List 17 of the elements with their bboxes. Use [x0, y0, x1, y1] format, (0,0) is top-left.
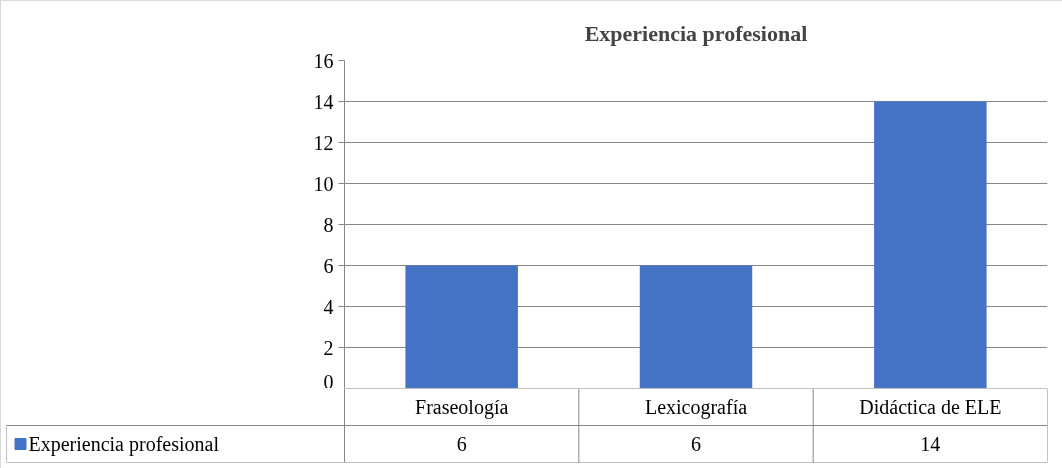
y-tick-label: 16 [313, 49, 334, 72]
x-tick-label: Lexicografía [644, 396, 748, 419]
y-tick-label: 4 [323, 295, 334, 318]
y-tick-label: 12 [313, 131, 334, 154]
y-tick-label: 6 [323, 254, 334, 277]
y-tick-label: 0 [323, 370, 334, 393]
x-tick-label: Didáctica de ELE [859, 396, 1002, 418]
y-tick-label: 8 [323, 213, 334, 236]
y-tick-label: 10 [313, 172, 334, 195]
data-label: 6 [691, 433, 701, 455]
data-label: 6 [456, 433, 467, 455]
data-label: 14 [920, 433, 941, 455]
legend-label: Experiencia profesional [28, 433, 220, 456]
y-tick-label: 14 [313, 90, 334, 113]
x-tick-label: Fraseología [415, 396, 509, 419]
y-tick-label: 2 [323, 336, 334, 359]
chart-title: Experiencia profesional [584, 20, 808, 46]
